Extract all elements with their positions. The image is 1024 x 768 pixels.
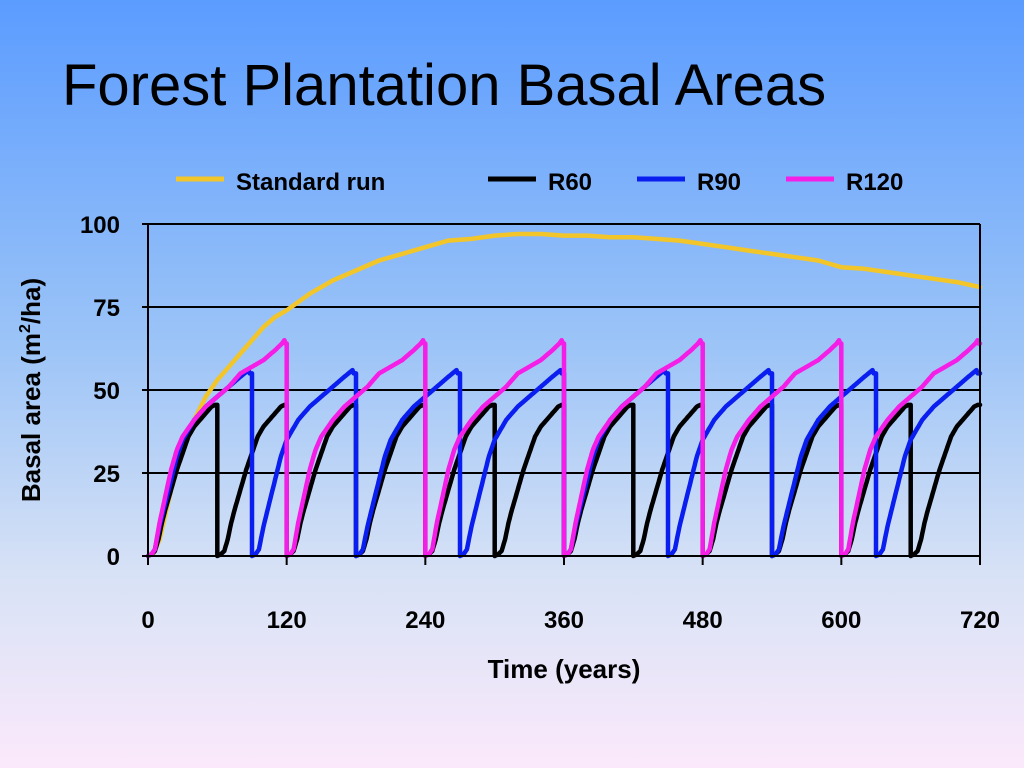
legend-label: R120 xyxy=(846,169,903,196)
series-line-standard-run xyxy=(145,231,983,559)
chart-title: Forest Plantation Basal Areas xyxy=(62,53,827,118)
x-tick-label: 600 xyxy=(821,607,861,634)
y-axis-title-unit: /ha) xyxy=(16,278,46,324)
axes xyxy=(142,223,981,565)
y-tick-label: 50 xyxy=(93,378,120,405)
x-axis-title: Time (years) xyxy=(488,654,641,684)
tick-labels: 0 120 240 360 480 600 720 0 25 50 75 100 xyxy=(80,212,1000,634)
series-layer xyxy=(145,231,983,559)
x-tick-label: 0 xyxy=(141,607,154,634)
legend: Standard run R60 R90 R120 xyxy=(176,169,903,196)
series-line-r120 xyxy=(145,337,983,559)
x-tick-label: 240 xyxy=(405,607,445,634)
y-axis-title-main: Basal area (m xyxy=(16,333,46,502)
x-tick-label: 120 xyxy=(267,607,307,634)
y-tick-label: 75 xyxy=(93,295,120,322)
y-tick-label: 25 xyxy=(93,461,120,488)
legend-label: R60 xyxy=(548,169,592,196)
y-tick-label: 100 xyxy=(80,212,120,239)
y-axis-title-superscript: 2 xyxy=(17,324,34,333)
x-tick-label: 720 xyxy=(960,607,1000,634)
x-tick-label: 360 xyxy=(544,607,584,634)
legend-label: Standard run xyxy=(236,169,385,196)
x-tick-label: 480 xyxy=(683,607,723,634)
y-axis-title: Basal area (m2/ha) xyxy=(16,278,46,502)
legend-label: R90 xyxy=(697,169,741,196)
y-tick-label: 0 xyxy=(107,544,120,571)
